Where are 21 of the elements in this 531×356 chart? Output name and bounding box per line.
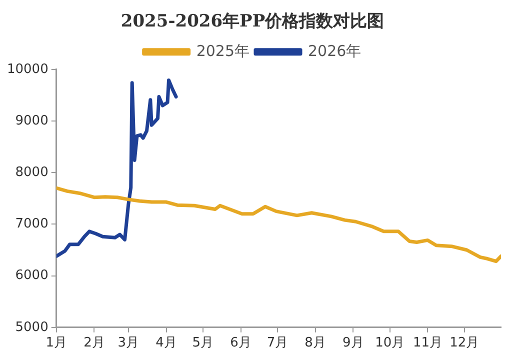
x-tick-label: 6月 bbox=[230, 336, 252, 351]
y-tick-label: 5000 bbox=[15, 320, 48, 335]
y-tick-label: 7000 bbox=[15, 216, 48, 232]
x-tick-label: 5月 bbox=[192, 336, 214, 351]
y-tick-label: 8000 bbox=[15, 164, 48, 180]
x-tick-label: 7月 bbox=[266, 336, 288, 351]
x-tick-label: 3月 bbox=[118, 336, 140, 351]
x-tick-label: 10月 bbox=[375, 336, 405, 351]
legend-label: 2026年 bbox=[308, 42, 362, 60]
x-tick-label: 12月 bbox=[450, 336, 480, 351]
x-tick-label: 8月 bbox=[304, 336, 326, 351]
x-tick-label: 2月 bbox=[84, 336, 105, 351]
y-tick-label: 6000 bbox=[15, 268, 48, 284]
x-tick-label: 9月 bbox=[342, 336, 364, 351]
x-tick-label: 11月 bbox=[412, 336, 442, 351]
chart-title: 2025-2026年PP价格指数对比图 bbox=[120, 12, 384, 32]
x-tick-label: 4月 bbox=[156, 336, 177, 351]
legend-label: 2025年 bbox=[196, 42, 250, 60]
x-tick-label: 1月 bbox=[46, 336, 67, 351]
y-tick-label: 9000 bbox=[15, 113, 48, 128]
y-tick-label: 10000 bbox=[6, 62, 48, 77]
